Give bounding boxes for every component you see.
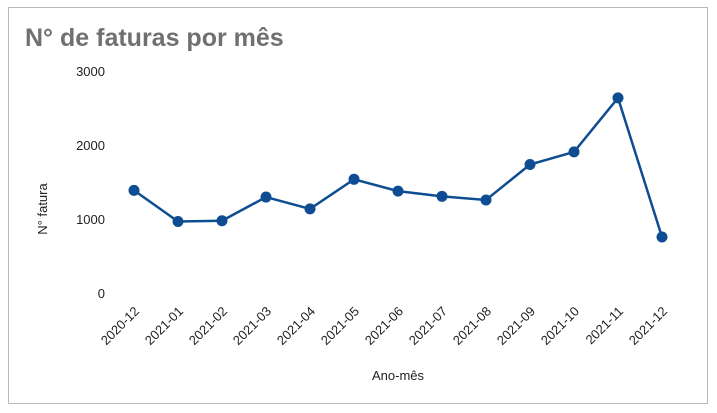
- data-point: [260, 191, 272, 203]
- data-point: [568, 146, 580, 158]
- data-point: [524, 159, 536, 170]
- x-tick-label: 2021-05: [318, 304, 362, 348]
- x-tick-label: 2021-03: [230, 304, 274, 348]
- x-tick-label: 2020-12: [98, 304, 142, 348]
- x-tick-label: 2021-11: [582, 304, 626, 348]
- x-tick-label: 2021-08: [450, 304, 494, 348]
- y-tick-label: 0: [98, 286, 105, 301]
- y-tick-label: 3000: [76, 64, 105, 79]
- data-point: [480, 194, 492, 206]
- data-point: [612, 92, 624, 104]
- data-point: [348, 173, 360, 185]
- y-tick-label: 1000: [76, 212, 105, 227]
- y-axis-label: N° fatura: [35, 183, 50, 235]
- x-tick-label: 2021-12: [626, 304, 670, 348]
- y-axis-ticks: 0 1000 2000 3000: [76, 64, 105, 301]
- x-tick-label: 2021-02: [186, 304, 230, 348]
- data-point: [172, 215, 184, 227]
- series-line: [133, 95, 664, 238]
- x-tick-label: 2021-01: [142, 304, 186, 348]
- data-point: [216, 215, 228, 227]
- x-axis-ticks: 2020-12 2021-01 2021-02 2021-03 2021-04 2021-…: [98, 304, 670, 348]
- x-tick-label: 2021-06: [362, 304, 406, 348]
- x-tick-label: 2021-10: [538, 304, 582, 348]
- x-axis-label: Ano-mês: [372, 368, 425, 383]
- x-tick-label: 2021-09: [494, 304, 538, 348]
- x-tick-label: 2021-04: [274, 304, 318, 348]
- x-tick-label: 2021-07: [406, 304, 450, 348]
- data-point: [436, 190, 448, 202]
- data-point: [392, 185, 404, 197]
- y-tick-label: 2000: [76, 138, 105, 153]
- data-point: [656, 231, 668, 243]
- series-points: [128, 92, 668, 243]
- data-point: [128, 184, 140, 196]
- chart-title: N° de faturas por mês: [25, 24, 284, 52]
- data-point: [304, 203, 316, 215]
- chart-frame: [8, 7, 708, 404]
